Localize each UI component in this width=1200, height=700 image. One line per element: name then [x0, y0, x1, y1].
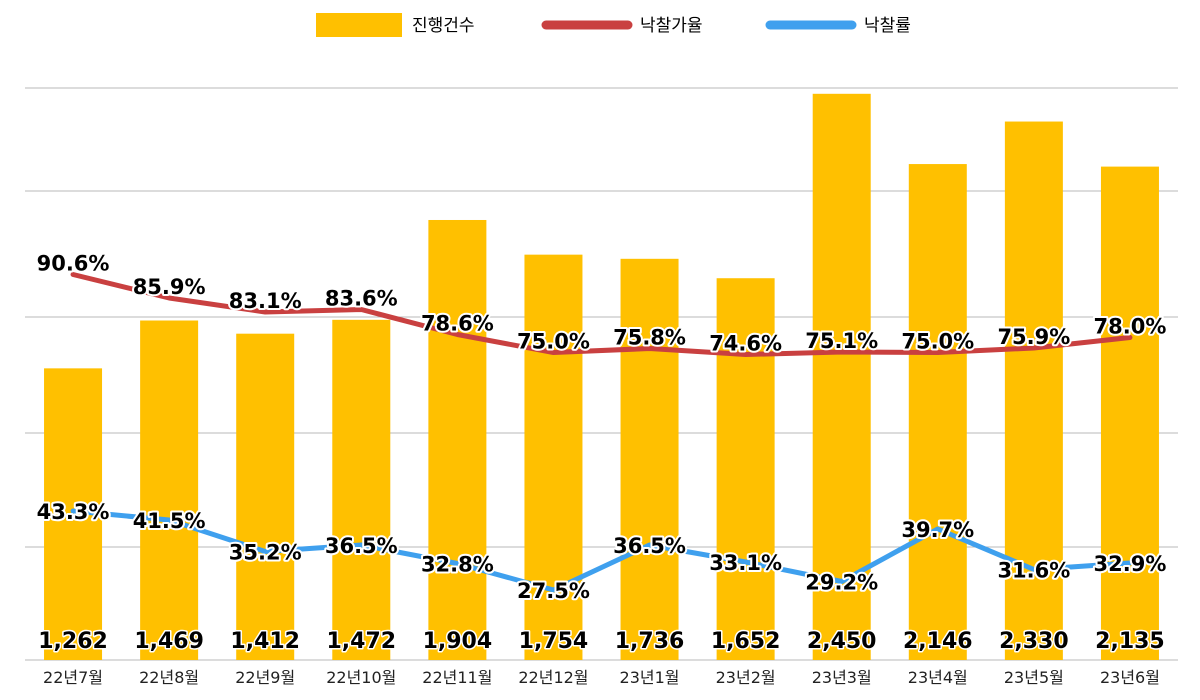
bar-series — [44, 93, 1159, 661]
share-line — [70, 508, 1133, 593]
rate-value-label: 75.9% — [997, 325, 1070, 349]
rate-value-label: 74.6% — [709, 332, 782, 356]
x-tick-label: 23년6월 — [1100, 668, 1160, 687]
x-tick-label: 23년2월 — [716, 668, 776, 687]
bar-3 — [332, 319, 391, 660]
bar-value-label: 2,450 — [807, 629, 877, 654]
legend-label-share: 낙찰률 — [864, 16, 911, 36]
bar-value-label: 1,412 — [230, 629, 300, 654]
bar-value-label: 1,262 — [38, 629, 108, 654]
bar-value-label: 1,736 — [615, 629, 685, 654]
share-value-label: 33.1% — [709, 551, 782, 575]
share-value-label: 27.5% — [517, 579, 590, 603]
bar-value-label: 2,330 — [999, 629, 1069, 654]
bar-6 — [620, 258, 679, 660]
rate-value-label: 85.9% — [133, 275, 206, 299]
share-value-label: 29.2% — [805, 571, 878, 595]
bar-value-label: 2,146 — [903, 629, 973, 654]
share-value-label: 31.6% — [997, 559, 1070, 583]
rate-value-label: 78.0% — [1094, 315, 1167, 339]
share-value-label: 39.7% — [901, 518, 974, 542]
rate-value-label: 75.1% — [805, 329, 878, 353]
legend: 진행건수 낙찰가율 낙찰률 — [316, 13, 911, 37]
rate-value-label: 75.0% — [517, 330, 590, 354]
x-axis: 22년7월 22년8월 22년9월 22년10월 22년11월 22년12월 23년1월 23… — [43, 668, 1160, 687]
share-value-label: 36.5% — [613, 534, 686, 558]
bar-1 — [140, 320, 199, 660]
x-tick-label: 22년7월 — [43, 668, 103, 687]
share-value-label: 32.8% — [421, 553, 494, 577]
x-tick-label: 23년1월 — [620, 668, 680, 687]
x-tick-label: 23년5월 — [1004, 668, 1064, 687]
rate-value-label: 83.1% — [229, 289, 302, 313]
share-value-label: 43.3% — [37, 500, 110, 524]
x-tick-label: 22년9월 — [235, 668, 295, 687]
data-labels: 1,262 1,469 1,412 1,472 1,904 1,754 1,736 1,652… — [35, 250, 1169, 656]
rate-value-label: 78.6% — [421, 312, 494, 336]
bar-value-label: 1,904 — [423, 629, 493, 654]
share-value-label: 32.9% — [1094, 552, 1167, 576]
bar-8 — [812, 93, 871, 661]
share-value-label: 35.2% — [229, 541, 302, 565]
x-tick-label: 22년12월 — [518, 668, 588, 687]
rate-value-label: 83.6% — [325, 287, 398, 311]
bar-4 — [428, 219, 487, 660]
legend-swatch-bars — [316, 13, 402, 37]
legend-label-rate: 낙찰가율 — [640, 16, 703, 36]
rate-value-label: 90.6% — [37, 252, 110, 276]
rate-value-label: 75.0% — [901, 330, 974, 354]
gridlines — [25, 87, 1178, 661]
bar-9 — [908, 164, 967, 661]
x-tick-label: 22년8월 — [139, 668, 199, 687]
bar-value-label: 1,472 — [326, 629, 396, 654]
legend-label-bars: 진행건수 — [412, 16, 475, 36]
rate-value-label: 75.8% — [613, 326, 686, 350]
share-value-label: 41.5% — [133, 509, 206, 533]
x-tick-label: 23년4월 — [908, 668, 968, 687]
bar-value-label: 1,652 — [711, 629, 781, 654]
line-series — [70, 272, 1133, 593]
share-value-label: 36.5% — [325, 534, 398, 558]
bar-value-label: 2,135 — [1095, 629, 1165, 654]
bar-value-label: 1,754 — [519, 629, 589, 654]
bar-11 — [1100, 166, 1159, 660]
x-tick-label: 22년11월 — [422, 668, 492, 687]
bar-7 — [716, 278, 775, 660]
x-tick-label: 22년10월 — [326, 668, 396, 687]
bar-value-label: 1,469 — [134, 629, 204, 654]
rate-line — [70, 272, 1133, 357]
bar-2 — [236, 333, 295, 660]
x-tick-label: 23년3월 — [812, 668, 872, 687]
